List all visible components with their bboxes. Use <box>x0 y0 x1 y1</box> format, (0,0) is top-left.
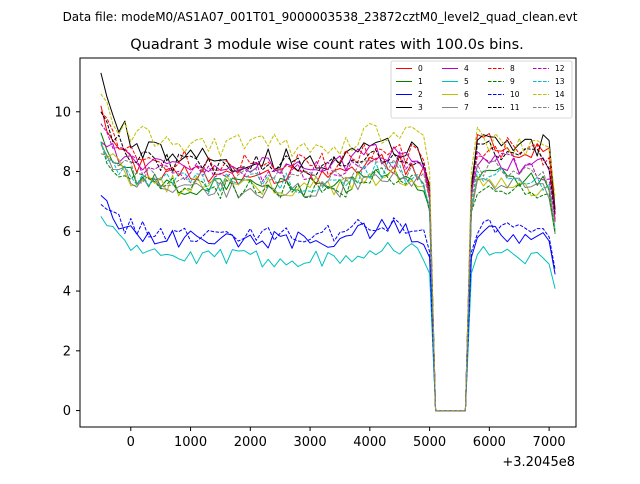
series-line-2 <box>100 195 556 412</box>
x-axis: 0 1000 2000 3000 4000 5000 6000 7000 <box>127 427 566 450</box>
x-tick-label: 0 <box>127 435 135 450</box>
series-line-10 <box>100 204 556 412</box>
x-tick-label: 3000 <box>294 435 327 450</box>
legend-label-9: 9 <box>510 77 515 86</box>
legend-label-2: 2 <box>418 90 423 99</box>
series-line-9 <box>100 141 556 412</box>
series-line-0 <box>100 105 556 412</box>
legend-label-1: 1 <box>418 77 423 86</box>
legend-label-12: 12 <box>555 64 565 73</box>
legend-label-0: 0 <box>418 64 423 73</box>
series-line-13 <box>100 141 556 412</box>
legend-label-14: 14 <box>555 90 565 99</box>
legend-label-11: 11 <box>510 103 520 112</box>
chart-suptitle: Data file: modeM0/AS1A07_001T01_90000035… <box>63 10 578 24</box>
y-tick-label: 4 <box>63 285 71 300</box>
legend-label-8: 8 <box>510 64 515 73</box>
x-offset-label: +3.2045e8 <box>502 455 575 470</box>
x-tick-label: 7000 <box>533 435 566 450</box>
chart-title: Quadrant 3 module wise count rates with … <box>130 37 524 53</box>
plot-frame <box>79 57 577 428</box>
y-axis: 0 2 4 6 8 10 <box>54 105 80 419</box>
x-tick-label: 5000 <box>413 435 446 450</box>
series-line-8 <box>100 111 556 412</box>
legend-label-10: 10 <box>510 90 520 99</box>
x-tick-label: 1000 <box>174 435 207 450</box>
y-tick-label: 6 <box>63 225 71 240</box>
series-line-4 <box>100 141 556 412</box>
legend-label-7: 7 <box>464 103 469 112</box>
y-tick-label: 0 <box>63 404 71 419</box>
legend-box <box>390 60 573 119</box>
x-tick-label: 4000 <box>353 435 386 450</box>
x-tick-label: 2000 <box>234 435 267 450</box>
series-line-5 <box>100 216 556 412</box>
y-tick-label: 8 <box>63 165 71 180</box>
plot-lines <box>100 72 556 412</box>
y-tick-label: 10 <box>54 105 71 120</box>
legend-label-4: 4 <box>464 64 469 73</box>
series-line-12 <box>100 123 556 412</box>
legend-label-15: 15 <box>555 103 565 112</box>
legend-label-6: 6 <box>464 90 469 99</box>
y-tick-label: 2 <box>63 344 71 359</box>
legend-label-3: 3 <box>418 103 423 112</box>
series-line-14 <box>100 93 556 412</box>
legend-label-5: 5 <box>464 77 469 86</box>
x-tick-label: 6000 <box>473 435 506 450</box>
series-line-15 <box>100 153 556 412</box>
legend-label-13: 13 <box>555 77 565 86</box>
